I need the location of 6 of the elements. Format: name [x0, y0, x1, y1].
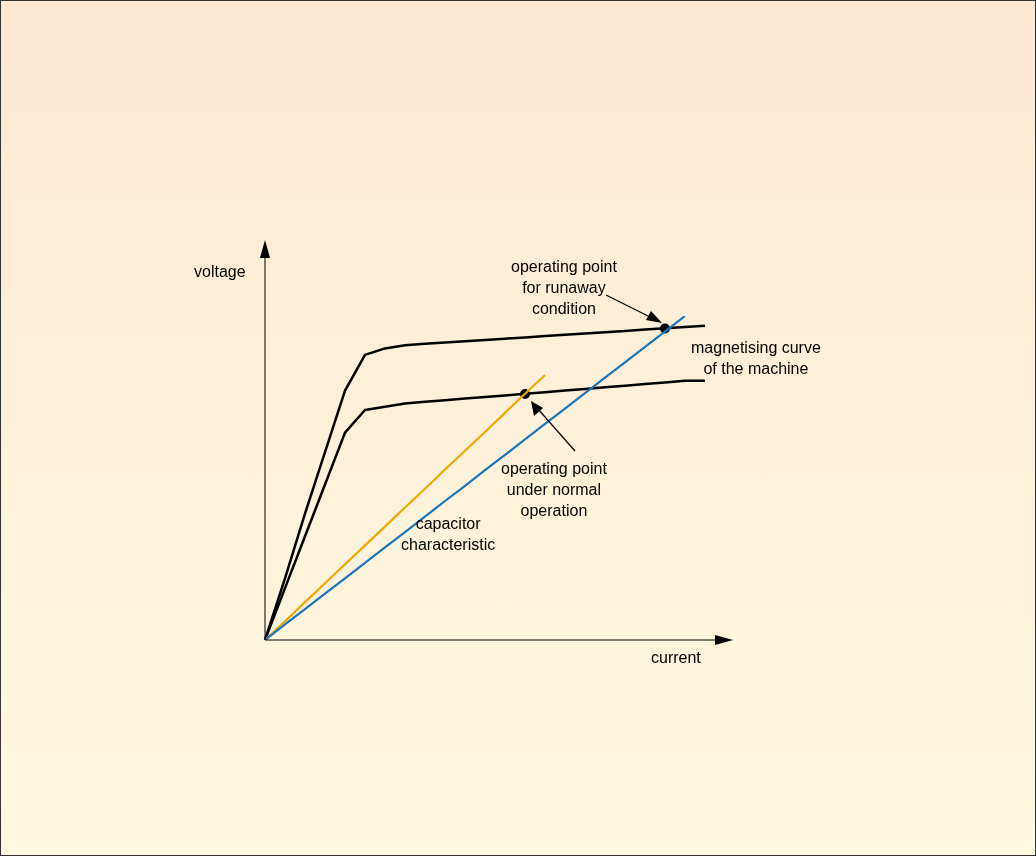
x-axis-title: current	[651, 649, 701, 667]
annotation: operating point under normal operation	[501, 459, 607, 521]
annotation: capacitor characteristic	[401, 514, 496, 555]
annotation: operating point for runaway condition	[511, 257, 617, 319]
y-axis-title: voltage	[194, 263, 246, 281]
annotation: magnetising curve of the machine	[691, 338, 821, 379]
